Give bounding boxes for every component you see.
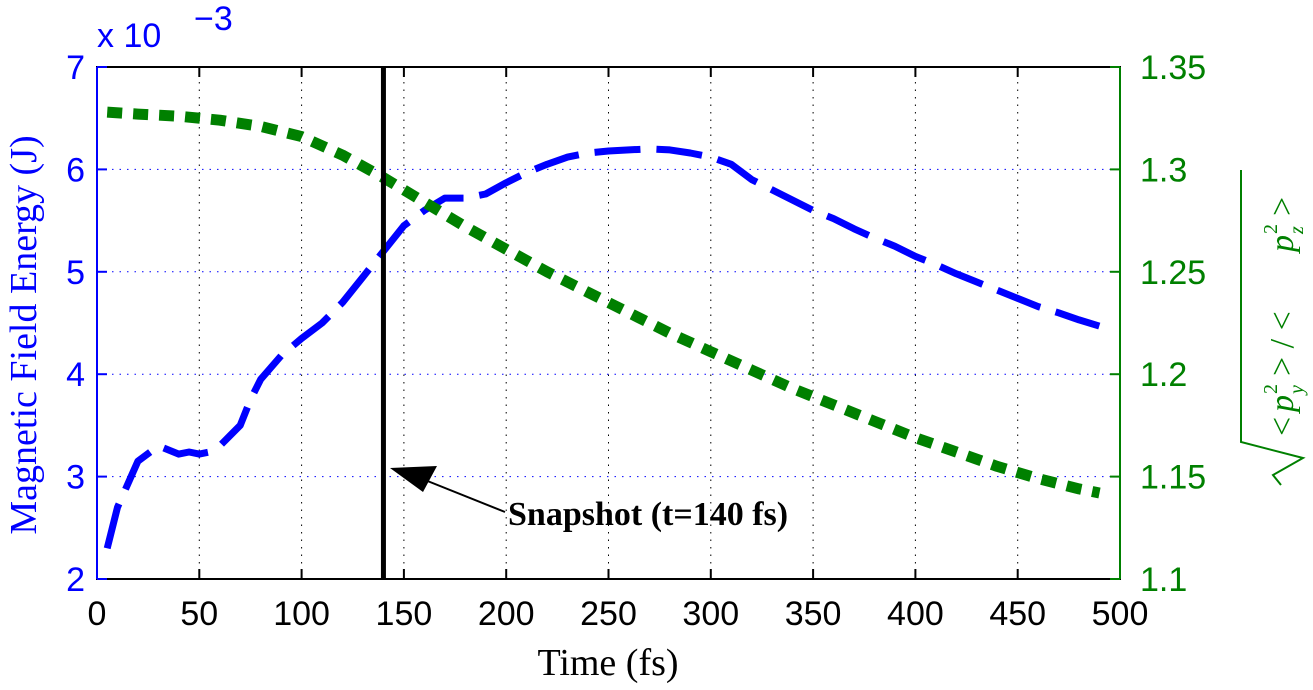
left-tick-label: 4 — [66, 356, 85, 394]
right-axis-label-right: > — [1264, 197, 1301, 216]
magnetic-energy-series-line — [103, 145, 1101, 550]
series-layer — [103, 106, 1101, 550]
sqrt-radical-icon — [1240, 170, 1306, 486]
right-tick-label: 1.2 — [1140, 356, 1187, 394]
x-tick-label: 350 — [785, 595, 842, 633]
axis-layer: 0 50 100 150 200 250 300 350 400 450 500 2 3 4 5 6 7 1.1 1… — [66, 49, 1206, 633]
right-tick-label: 1.1 — [1140, 561, 1187, 599]
x-tick-label: 250 — [580, 595, 637, 633]
left-tick-label: 5 — [66, 254, 85, 292]
annotation-arrow-line — [419, 477, 506, 513]
grid-layer — [97, 67, 1120, 579]
left-tick-label: 6 — [66, 151, 85, 189]
annotation-text: Snapshot (t=140 fs) — [508, 496, 788, 533]
right-axis-label-py-sub: y — [1286, 385, 1308, 396]
x-tick-label: 400 — [887, 595, 944, 633]
right-axis-label-pz-sup: 2 — [1260, 224, 1282, 234]
x-tick-label: 450 — [989, 595, 1046, 633]
left-axis-exponent-base: x 10 — [97, 17, 161, 55]
x-axis-label: Time (fs) — [537, 642, 678, 684]
arrow-head-icon — [390, 466, 437, 492]
right-tick-label: 1.3 — [1140, 151, 1187, 189]
x-tick-label: 0 — [88, 595, 107, 633]
x-tick-label: 100 — [273, 595, 330, 633]
right-axis-label-pz: p — [1264, 235, 1301, 254]
right-axis-label-py: p — [1264, 395, 1301, 414]
left-tick-label: 7 — [66, 49, 85, 87]
left-axis-exponent-power: −3 — [194, 0, 233, 38]
right-axis-label: < p y 2 > / < p z 2 > — [1240, 170, 1308, 486]
x-tick-label: 500 — [1092, 595, 1149, 633]
left-tick-label: 3 — [66, 459, 85, 497]
right-tick-label: 1.25 — [1140, 254, 1206, 292]
left-axis-label: Magnetic Field Energy (J) — [3, 135, 45, 534]
x-tick-label: 150 — [376, 595, 433, 633]
x-tick-label: 50 — [180, 595, 218, 633]
right-axis-label-left: < — [1264, 417, 1301, 436]
right-tick-label: 1.15 — [1140, 459, 1206, 497]
x-tick-label: 300 — [682, 595, 739, 633]
right-axis-label-pz-sub: z — [1286, 226, 1308, 235]
right-axis-label-py-sup: 2 — [1260, 384, 1282, 394]
x-tick-label: 200 — [478, 595, 535, 633]
left-tick-label: 2 — [66, 561, 85, 599]
right-tick-label: 1.35 — [1140, 49, 1206, 87]
right-axis-label-mid: > / < — [1264, 311, 1301, 376]
momentum-ratio-series-line — [106, 106, 1101, 499]
